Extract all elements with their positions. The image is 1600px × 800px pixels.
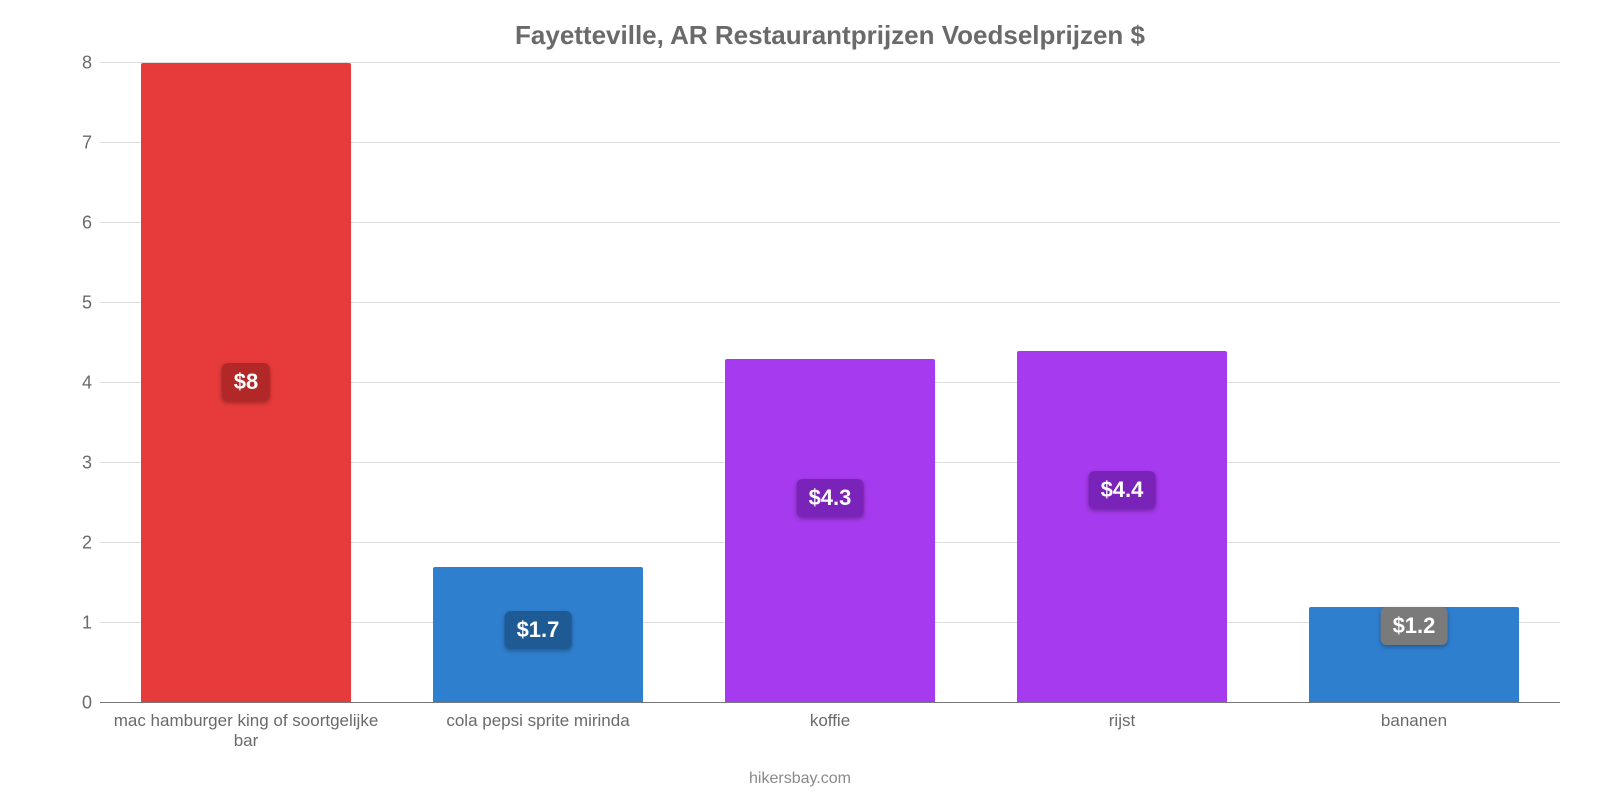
bar: $1.7	[433, 567, 643, 703]
y-tick-label: 3	[82, 453, 92, 474]
bar-slot: $8	[100, 63, 392, 703]
chart-container: Fayetteville, AR Restaurantprijzen Voeds…	[0, 0, 1600, 800]
y-tick-label: 2	[82, 533, 92, 554]
x-tick-label: koffie	[684, 711, 976, 751]
bars-group: $8 $1.7 $4.3 $4.4 $1.2	[100, 63, 1560, 703]
value-label: $8	[222, 363, 270, 401]
y-tick-label: 6	[82, 213, 92, 234]
bar: $8	[141, 63, 351, 703]
bar: $1.2	[1309, 607, 1519, 703]
x-tick-label: mac hamburger king of soortgelijke bar	[100, 711, 392, 751]
bar-slot: $1.2	[1268, 63, 1560, 703]
y-tick-label: 5	[82, 293, 92, 314]
bar-slot: $4.3	[684, 63, 976, 703]
bar: $4.4	[1017, 351, 1227, 703]
y-tick-label: 7	[82, 133, 92, 154]
x-axis-line	[100, 702, 1560, 703]
bar-slot: $1.7	[392, 63, 684, 703]
x-tick-label: bananen	[1268, 711, 1560, 751]
value-label: $1.2	[1381, 607, 1448, 645]
x-tick-label: cola pepsi sprite mirinda	[392, 711, 684, 751]
plot-area: 012345678 $8$1.7$4.3$4.4$1.2	[100, 63, 1560, 703]
x-axis-labels: mac hamburger king of soortgelijke barco…	[100, 711, 1560, 751]
value-label: $1.7	[505, 611, 572, 649]
chart-title: Fayetteville, AR Restaurantprijzen Voeds…	[100, 20, 1560, 51]
x-tick-label: rijst	[976, 711, 1268, 751]
value-label: $4.3	[797, 479, 864, 517]
y-tick-label: 0	[82, 693, 92, 714]
y-tick-label: 8	[82, 53, 92, 74]
value-label: $4.4	[1089, 471, 1156, 509]
credit-text: hikersbay.com	[0, 770, 1600, 788]
y-tick-label: 1	[82, 613, 92, 634]
y-tick-label: 4	[82, 373, 92, 394]
bar: $4.3	[725, 359, 935, 703]
y-axis: 012345678	[50, 63, 100, 703]
bar-slot: $4.4	[976, 63, 1268, 703]
